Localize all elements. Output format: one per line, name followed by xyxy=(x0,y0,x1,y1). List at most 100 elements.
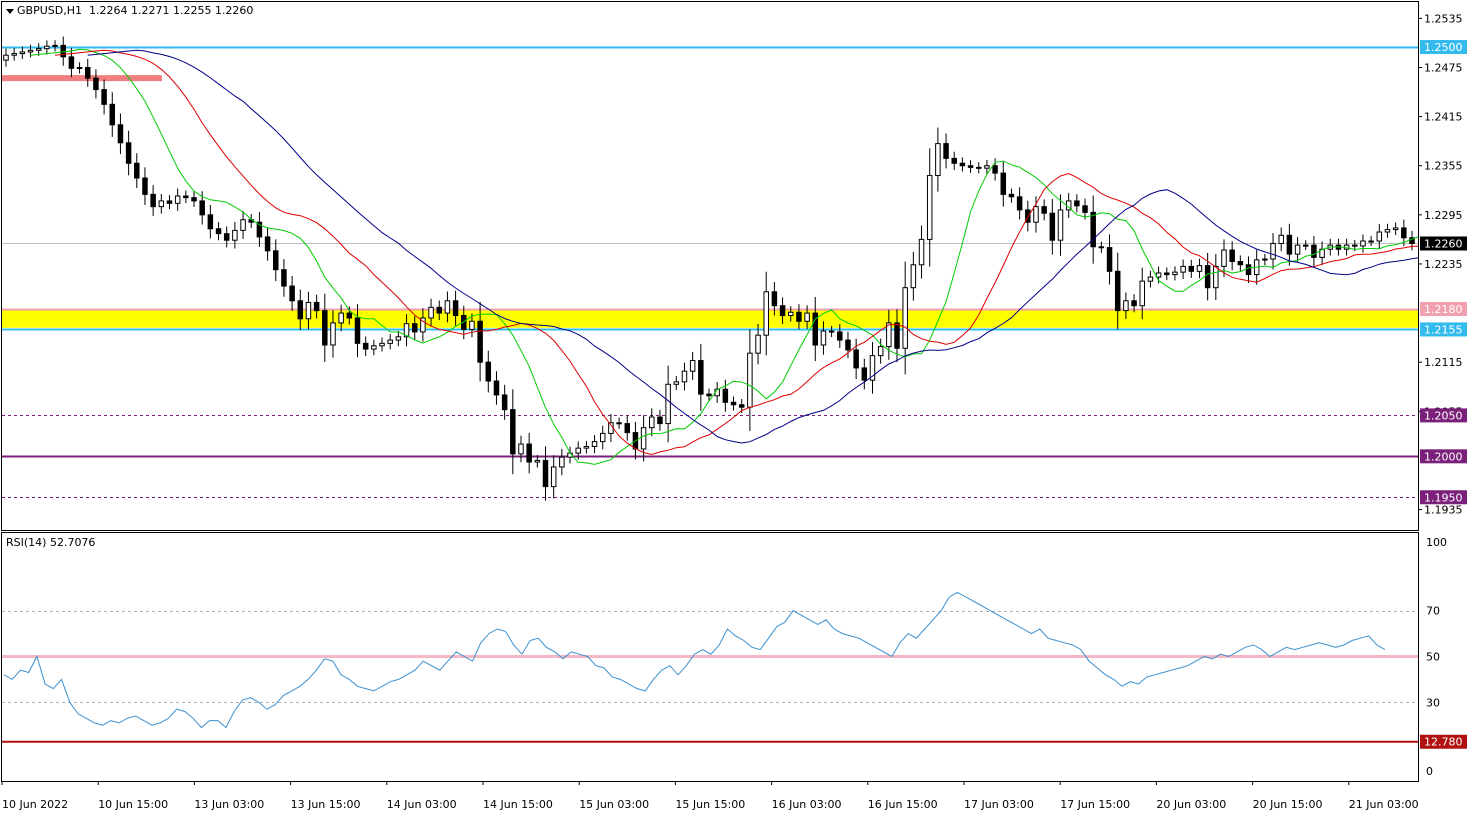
candle-body xyxy=(485,361,492,382)
candle-body xyxy=(967,165,974,168)
level-label-box xyxy=(1420,408,1467,423)
level-label: 1.2500 xyxy=(1424,41,1463,54)
candle-body xyxy=(3,54,9,61)
candle-body xyxy=(1147,276,1154,282)
candle-body xyxy=(452,300,459,317)
candle-body xyxy=(1302,244,1309,247)
price-tick-label: 1.2535 xyxy=(1424,12,1463,25)
candle-body xyxy=(820,330,827,346)
candle-body xyxy=(796,311,802,322)
candle-body xyxy=(845,339,851,351)
candle-body xyxy=(1172,271,1178,276)
candle-body xyxy=(869,355,876,381)
candle-body xyxy=(1074,200,1080,207)
candle-body xyxy=(550,466,557,488)
ohlc-values: 1.2264 1.2271 1.2255 1.2260 xyxy=(88,4,254,17)
price-tick-label: 1.2235 xyxy=(1424,258,1463,271)
resistance-marker xyxy=(2,75,162,82)
candle-body xyxy=(828,330,835,333)
candle-body xyxy=(575,447,581,454)
dropdown-triangle-icon[interactable] xyxy=(6,8,14,14)
candle-body xyxy=(44,45,50,50)
candle-body xyxy=(150,193,156,208)
candle-body xyxy=(894,322,900,349)
candle-body xyxy=(436,306,442,314)
candle-body xyxy=(1033,206,1039,223)
candle-body xyxy=(1016,196,1023,211)
candles-group xyxy=(3,36,1415,501)
candle-body xyxy=(166,200,173,204)
candle-body xyxy=(1041,206,1047,214)
candle-body xyxy=(779,305,786,317)
candle-body xyxy=(787,311,794,317)
candle-body xyxy=(640,427,647,450)
candle-body xyxy=(158,200,165,208)
candle-body xyxy=(877,346,884,357)
current-price-box xyxy=(1420,236,1467,251)
candle-body xyxy=(1294,244,1301,255)
candle-body xyxy=(591,441,598,448)
time-label: 17 Jun 15:00 xyxy=(1060,798,1130,811)
candle-body xyxy=(771,291,778,307)
candle-body xyxy=(1229,249,1235,262)
candle-body xyxy=(281,269,287,287)
candle-body xyxy=(1237,260,1244,266)
rsi-header: RSI(14) 52.7076 xyxy=(6,536,95,549)
candle-body xyxy=(681,370,688,383)
time-label: 21 Jun 03:00 xyxy=(1349,798,1419,811)
candle-body xyxy=(297,300,304,320)
candle-body xyxy=(142,177,148,195)
candle-body xyxy=(411,323,418,333)
candle-body xyxy=(510,409,516,455)
candle-body xyxy=(60,44,66,58)
candle-body xyxy=(1270,242,1276,260)
candle-body xyxy=(207,214,214,230)
candle-body xyxy=(1180,265,1186,273)
candle-body xyxy=(1311,244,1317,258)
candle-body xyxy=(902,287,908,349)
rsi-pane-frame xyxy=(1,532,1419,782)
candle-body xyxy=(52,44,58,47)
candle-body xyxy=(1155,272,1162,278)
candle-body xyxy=(518,443,524,455)
candle-body xyxy=(657,416,663,425)
candle-body xyxy=(313,301,320,312)
time-label: 13 Jun 03:00 xyxy=(194,798,264,811)
candle-body xyxy=(673,381,680,385)
candle-body xyxy=(117,124,124,144)
candle-body xyxy=(1106,247,1113,272)
time-label: 14 Jun 03:00 xyxy=(387,798,457,811)
candle-body xyxy=(183,195,189,199)
time-label: 10 Jun 2022 xyxy=(2,798,68,811)
candle-body xyxy=(19,51,26,55)
candle-body xyxy=(1000,172,1007,195)
candle-body xyxy=(199,200,205,216)
level-label: 1.1950 xyxy=(1424,491,1463,504)
candle-body xyxy=(984,165,990,169)
candle-body xyxy=(322,310,328,346)
candle-body xyxy=(624,423,631,434)
candle-body xyxy=(305,301,312,320)
rsi-level-box xyxy=(1420,734,1467,749)
level-label-box xyxy=(1420,322,1467,337)
time-label: 17 Jun 03:00 xyxy=(964,798,1034,811)
candle-body xyxy=(371,345,377,350)
candle-body xyxy=(362,342,369,350)
time-label: 15 Jun 03:00 xyxy=(579,798,649,811)
candle-body xyxy=(1245,264,1252,276)
candle-body xyxy=(616,422,622,425)
level-label-box xyxy=(1420,449,1467,464)
candle-body xyxy=(428,306,434,319)
candle-body xyxy=(1114,270,1121,312)
candle-body xyxy=(534,459,541,463)
candle-body xyxy=(526,443,532,463)
candle-body xyxy=(1139,280,1145,307)
level-label-box xyxy=(1420,301,1467,316)
candle-body xyxy=(256,221,263,238)
candle-body xyxy=(1213,265,1219,289)
candle-body xyxy=(992,165,998,174)
candle-body xyxy=(861,367,868,381)
candle-body xyxy=(93,77,99,91)
candle-body xyxy=(215,228,222,235)
